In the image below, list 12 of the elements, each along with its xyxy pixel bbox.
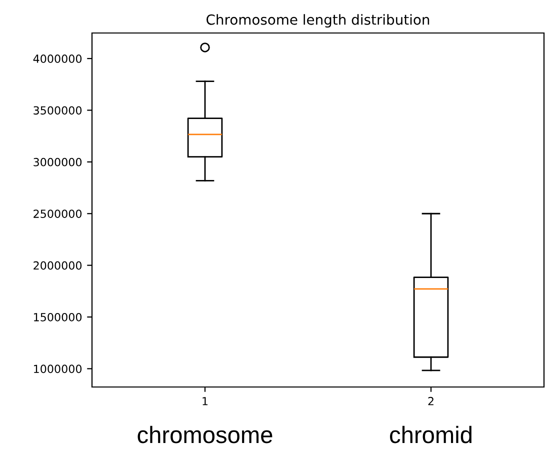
- chart-title: Chromosome length distribution: [206, 14, 430, 28]
- y-tick-label: 2000000: [34, 261, 82, 270]
- y-tick-label: 2500000: [34, 210, 82, 218]
- text: chromid: [390, 426, 472, 444]
- y-tick-label: 3000000: [34, 158, 82, 166]
- y-tick-label: 1500000: [34, 312, 82, 322]
- y-tick-label: 4000000: [33, 54, 82, 63]
- y-tick-label: 3500000: [34, 106, 82, 115]
- x-tick-label: 2: [428, 396, 434, 406]
- text: chromosome: [138, 426, 272, 444]
- x-tick-label: 1: [202, 397, 208, 406]
- y-tick-label: 1000000: [34, 364, 82, 374]
